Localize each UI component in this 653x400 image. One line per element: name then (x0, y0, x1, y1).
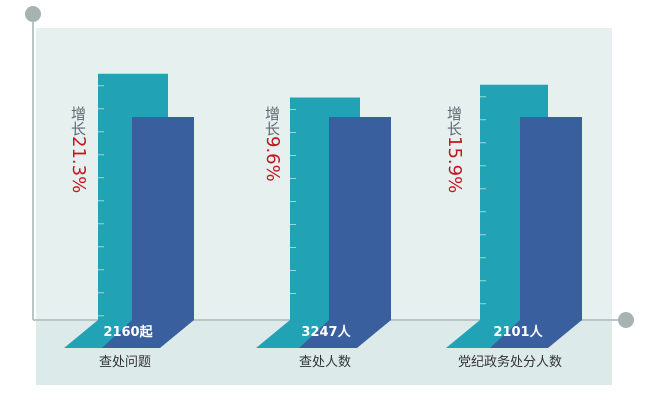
growth-label-0: 增长21.3% (68, 106, 89, 194)
bar-blue-floor-1 (299, 320, 391, 348)
growth-label-2: 增长15.9% (444, 106, 465, 194)
value-label-0: 2160起 (103, 325, 153, 340)
bar-blue-floor-0 (102, 320, 194, 348)
growth-value: 15.9% (444, 136, 465, 194)
bar-blue-0 (132, 117, 194, 320)
growth-label-1: 增长9.6% (262, 106, 283, 182)
y-axis-end-dot (25, 6, 41, 22)
growth-prefix: 增长 (263, 106, 281, 136)
bar-blue-1 (329, 117, 391, 320)
value-label-1: 3247人 (301, 325, 351, 340)
growth-value: 21.3% (68, 136, 89, 194)
growth-value: 9.6% (262, 136, 283, 182)
category-label-1: 查处人数 (298, 355, 352, 370)
bar-blue-floor-2 (490, 320, 582, 348)
x-axis-end-dot (618, 312, 634, 328)
category-label-0: 查处问题 (98, 355, 152, 370)
growth-prefix: 增长 (69, 106, 87, 136)
value-label-2: 2101人 (493, 325, 543, 340)
growth-prefix: 增长 (445, 106, 463, 136)
category-label-2: 党纪政务处分人数 (457, 355, 563, 370)
bar-blue-2 (520, 117, 582, 320)
